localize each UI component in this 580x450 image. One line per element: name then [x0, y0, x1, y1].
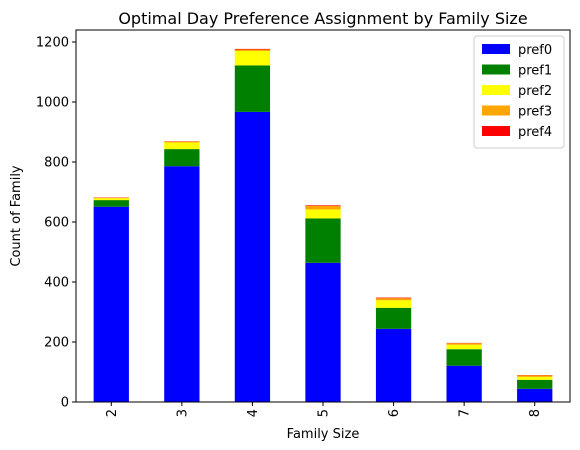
x-tick-label: 4: [246, 409, 261, 417]
y-tick-label: 1200: [36, 36, 69, 51]
plot-frame: [75, 29, 571, 403]
bar-segment-pref1: [93, 200, 129, 207]
legend-swatch-pref4: [482, 126, 510, 136]
bar-segment-pref3: [517, 375, 553, 377]
y-axis: 0 200 400 600 800 1000 1200: [36, 36, 76, 411]
bar-segment-pref0: [446, 365, 482, 402]
bar-segment-pref2: [517, 376, 553, 380]
bar-segment-pref2: [375, 300, 412, 308]
y-tick-label: 200: [44, 336, 69, 351]
y-tick-label: 400: [44, 276, 69, 291]
chart-title: Optimal Day Preference Assignment by Fam…: [118, 9, 527, 28]
bars-layer: [93, 48, 553, 403]
bar-segment-pref2: [446, 344, 482, 350]
bar-segment-pref0: [93, 206, 129, 402]
bar-segment-pref1: [164, 149, 200, 167]
legend-swatch-pref3: [482, 105, 510, 116]
bar-segment-pref1: [446, 349, 482, 366]
x-axis-label: Family Size: [287, 427, 360, 442]
bar-segment-pref1: [305, 218, 341, 263]
legend-label-pref3: pref3: [518, 105, 552, 120]
bar-segment-pref0: [517, 388, 553, 402]
legend-label-pref0: pref0: [518, 43, 552, 58]
bar-segment-pref2: [305, 209, 341, 219]
bar-segment-pref4: [234, 48, 271, 50]
legend-box: [473, 35, 565, 149]
x-tick-label: 8: [528, 409, 543, 417]
x-axis: 2 3 4 5 6 7 8: [105, 402, 543, 417]
bar-segment-pref3: [93, 197, 129, 199]
bar-segment-pref3: [375, 298, 412, 301]
x-tick-label: 7: [458, 409, 473, 417]
legend: pref0 pref1 pref2 pref3 pref4: [473, 35, 565, 149]
bar-segment-pref3: [234, 49, 271, 51]
y-axis-label: Count of Family: [9, 165, 24, 267]
y-tick-label: 600: [44, 216, 69, 231]
bar-segment-pref0: [305, 262, 341, 402]
bar-segment-pref3: [164, 141, 200, 143]
y-tick-label: 800: [44, 156, 69, 171]
bar-segment-pref3: [446, 343, 482, 345]
bar-segment-pref2: [234, 51, 271, 66]
bar-segment-pref2: [164, 142, 200, 150]
bar-segment-pref0: [234, 111, 271, 403]
bar-segment-pref4: [305, 205, 341, 206]
legend-label-pref4: pref4: [518, 125, 552, 140]
legend-label-pref1: pref1: [518, 64, 552, 79]
x-tick-label: 3: [175, 409, 190, 417]
x-tick-label: 2: [105, 409, 120, 417]
bar-segment-pref0: [164, 166, 200, 402]
bar-segment-pref1: [234, 65, 271, 112]
bar-segment-pref3: [305, 205, 341, 210]
x-tick-label: 6: [387, 409, 402, 417]
bar-segment-pref1: [517, 379, 553, 389]
bar-segment-pref2: [93, 198, 129, 201]
legend-swatch-pref0: [482, 44, 510, 54]
legend-swatch-pref2: [482, 85, 510, 95]
y-tick-label: 1000: [36, 96, 69, 111]
bar-segment-pref1: [375, 307, 412, 329]
legend-label-pref2: pref2: [518, 84, 552, 99]
x-tick-label: 5: [317, 409, 332, 417]
y-tick-label: 0: [61, 396, 69, 411]
bar-segment-pref4: [375, 297, 412, 299]
bar-segment-pref0: [375, 328, 412, 402]
legend-swatch-pref1: [482, 64, 510, 75]
